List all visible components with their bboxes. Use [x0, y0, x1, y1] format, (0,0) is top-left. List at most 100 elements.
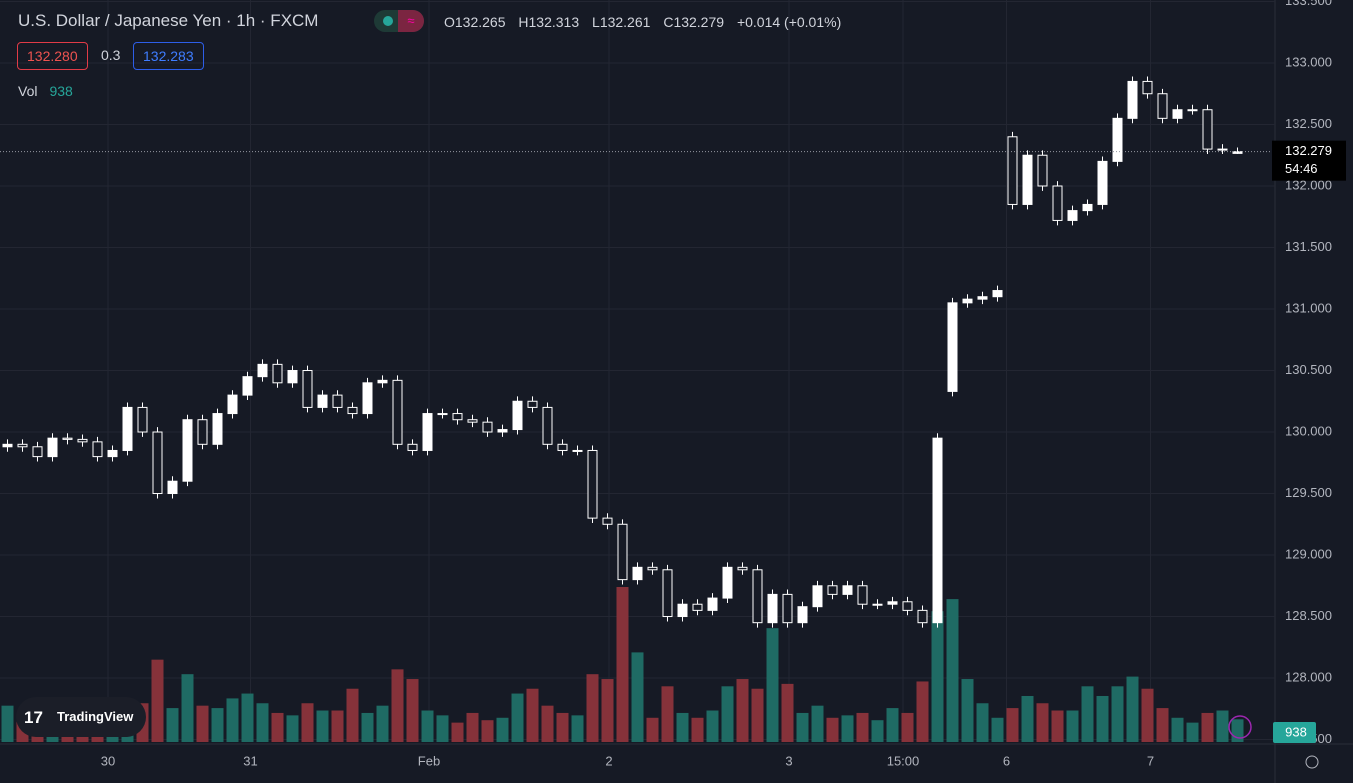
- volume-bar: [466, 712, 479, 742]
- volume-bar: [1051, 710, 1064, 742]
- volume-bar: [271, 712, 284, 742]
- x-tick-label: 7: [1147, 753, 1154, 768]
- candle-body: [317, 394, 328, 408]
- y-tick-label: 129.000: [1285, 546, 1332, 561]
- volume-bar: [331, 710, 344, 742]
- candle-body: [122, 406, 133, 451]
- volume-bar: [1006, 708, 1019, 742]
- volume-bar: [601, 679, 614, 742]
- volume-bar: [346, 688, 359, 742]
- volume-bar: [1081, 686, 1094, 742]
- x-tick-label: 31: [243, 753, 257, 768]
- candle-body: [917, 609, 928, 624]
- candle-body: [1082, 203, 1093, 212]
- volume-bar: [541, 705, 554, 742]
- candle-body: [902, 601, 913, 611]
- volume-bar: [151, 659, 164, 742]
- candle-body: [242, 376, 253, 396]
- volume-bar: [526, 688, 539, 742]
- candle-body: [197, 419, 208, 445]
- volume-bar: [886, 708, 899, 742]
- logo[interactable]: 17 TradingView: [16, 697, 146, 737]
- candle-body: [362, 382, 373, 415]
- candle-body: [1142, 80, 1153, 95]
- sell-button[interactable]: 132.280: [17, 42, 88, 70]
- candle-body: [1007, 136, 1018, 205]
- y-tick-label: 132.000: [1285, 177, 1332, 192]
- candle-body: [2, 443, 13, 448]
- y-tick-label: 133.500: [1285, 0, 1332, 8]
- volume-bar: [571, 715, 584, 742]
- volume-bar: [556, 712, 569, 742]
- volume-bar: [991, 717, 1004, 742]
- y-tick-label: 133.000: [1285, 54, 1332, 69]
- x-tick-label: 2: [605, 753, 612, 768]
- ohlc-value: 132.265: [454, 14, 506, 30]
- ohlc-key: O: [444, 14, 455, 30]
- countdown: 54:46: [1285, 161, 1318, 176]
- candle-body: [857, 585, 868, 605]
- volume-bar: [916, 681, 929, 742]
- candle-body: [212, 413, 223, 445]
- candle-body: [497, 429, 508, 433]
- candle-body: [812, 585, 823, 608]
- volume-bar: [586, 674, 599, 742]
- candle-body: [332, 394, 343, 408]
- volume-bar: [391, 669, 404, 742]
- y-tick-label: 128.000: [1285, 669, 1332, 684]
- candle-body: [632, 566, 643, 581]
- volume-bar: [1171, 717, 1184, 742]
- candle-body: [377, 379, 388, 384]
- candle-body: [392, 379, 403, 445]
- y-tick-label: 128.500: [1285, 608, 1332, 623]
- settings-button: [1305, 755, 1319, 769]
- candle-body: [1232, 151, 1243, 154]
- volume-bar: [196, 705, 209, 742]
- candle-body: [1217, 148, 1228, 151]
- candle-body: [1097, 160, 1108, 205]
- candle-body: [767, 593, 778, 624]
- volume-bar: [406, 679, 419, 742]
- candle-body: [1037, 154, 1048, 187]
- candle-body: [347, 406, 358, 415]
- change: +0.014 (+0.01%): [736, 14, 842, 30]
- candle-body: [872, 603, 883, 606]
- volume-bar: [1, 705, 14, 742]
- symbol-title[interactable]: U.S. Dollar / Japanese Yen · 1h · FXCM: [18, 11, 319, 30]
- candle-body: [752, 569, 763, 624]
- volume-bar: [241, 693, 254, 742]
- candle-body: [47, 437, 58, 458]
- volume-bar: [631, 652, 644, 742]
- volume-bar: [1096, 695, 1109, 742]
- candle-body: [1067, 210, 1078, 221]
- candle-body: [107, 449, 118, 458]
- volume-bar: [301, 703, 314, 742]
- candle-body: [1202, 109, 1213, 150]
- candle-body: [647, 566, 658, 571]
- volume-bar: [1021, 695, 1034, 742]
- candle-body: [452, 413, 463, 421]
- volume-bar: [1156, 708, 1169, 742]
- x-tick-label: 15:00: [887, 753, 920, 768]
- candle-body: [407, 443, 418, 451]
- candle-body: [1052, 185, 1063, 221]
- y-tick-label: 130.000: [1285, 423, 1332, 438]
- candle-body: [287, 370, 298, 384]
- volume-bar: [1186, 722, 1199, 742]
- status-indicator[interactable]: ≈: [374, 10, 424, 32]
- buy-button[interactable]: 132.283: [133, 42, 204, 70]
- y-tick-label: 131.000: [1285, 300, 1332, 315]
- candle-body: [1022, 154, 1033, 205]
- x-tick-label: 30: [101, 753, 115, 768]
- candle-body: [482, 421, 493, 433]
- volume-bar: [1066, 710, 1079, 742]
- volume-bar: [706, 710, 719, 742]
- volume-bar: [841, 715, 854, 742]
- candle-body: [1187, 109, 1198, 112]
- y-tick-label: 129.500: [1285, 485, 1332, 500]
- candle-body: [437, 413, 448, 416]
- volume-bar: [736, 679, 749, 742]
- candle-body: [167, 480, 178, 495]
- volume-bar: [436, 715, 449, 742]
- volume-bar: [766, 628, 779, 742]
